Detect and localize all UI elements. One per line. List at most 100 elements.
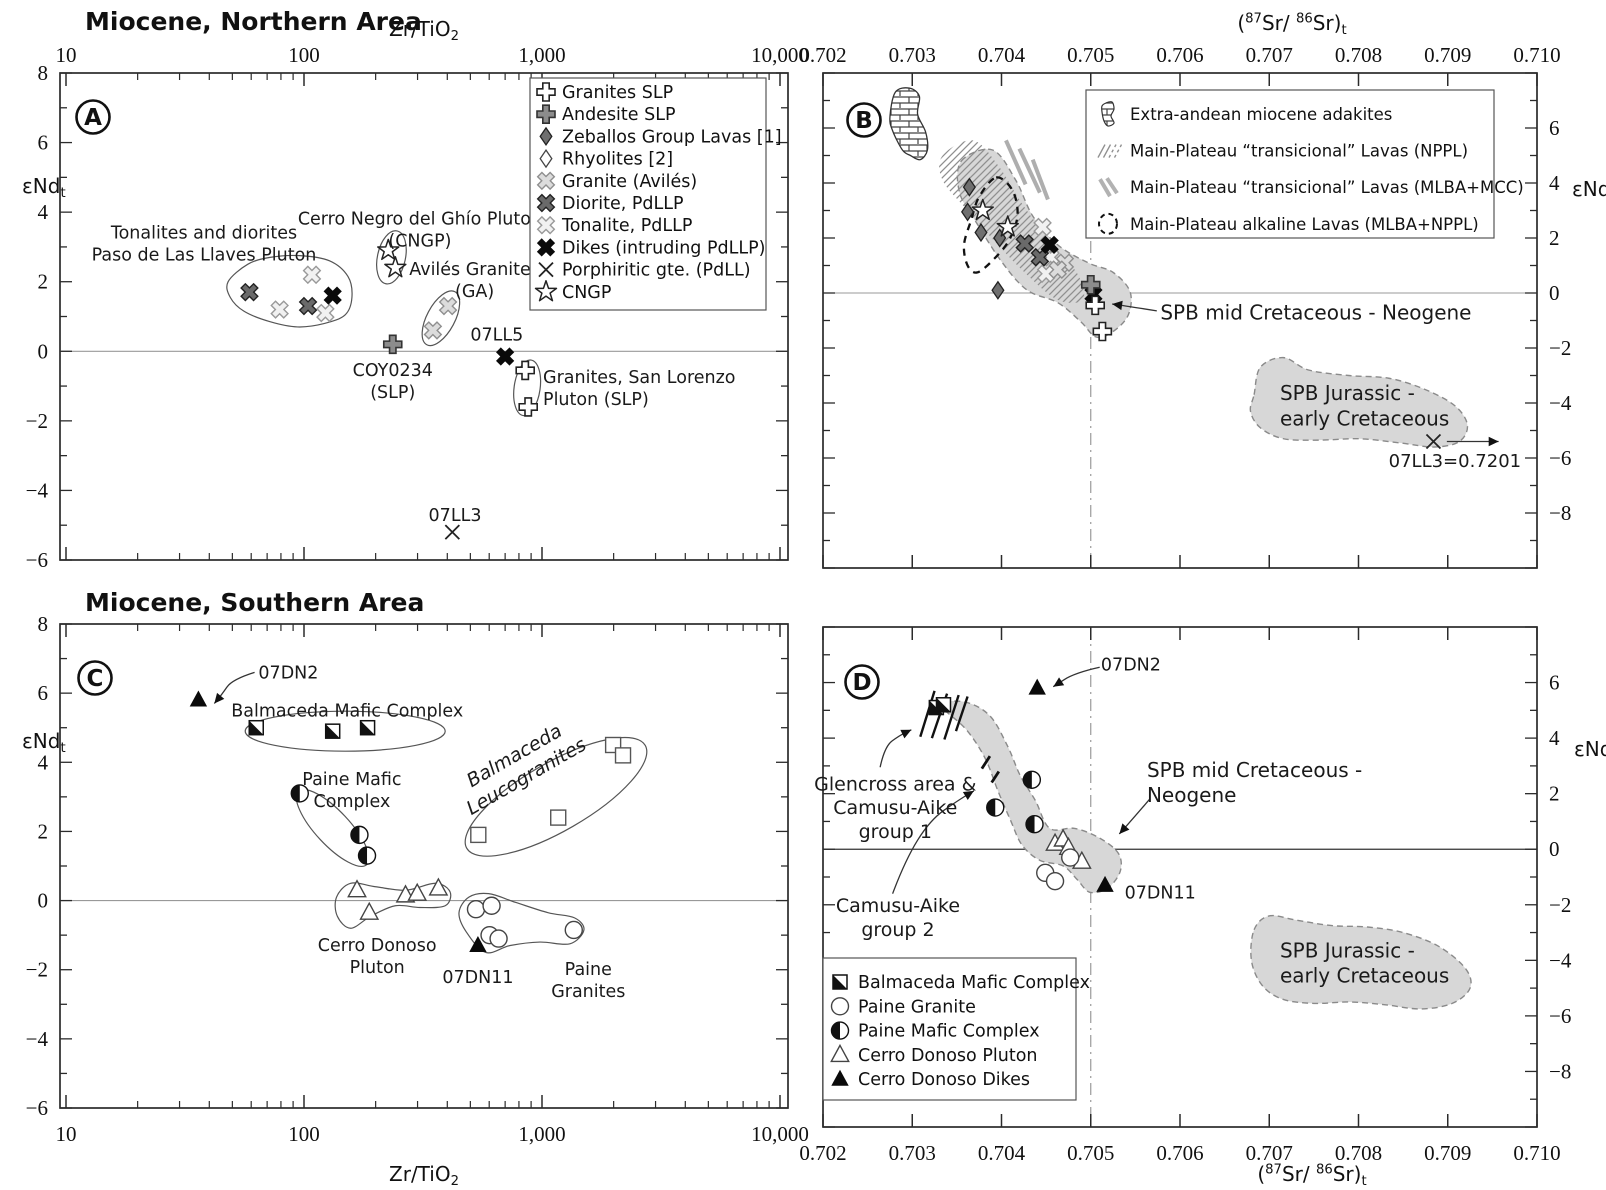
balmaceda-mafic-complex-marker bbox=[249, 720, 264, 735]
series-paine-granite bbox=[466, 896, 583, 948]
x-tick-label: 10,000 bbox=[751, 1122, 809, 1146]
legend-label: Paine Mafic Complex bbox=[858, 1022, 1040, 1042]
mlba-mcc-lines bbox=[1030, 158, 1050, 201]
legend-label: Porphiritic gte. (PdLL) bbox=[562, 261, 751, 281]
x-thin-marker bbox=[538, 261, 554, 278]
legend-label: Zeballos Group Lavas [1] bbox=[562, 127, 782, 147]
legend-item: Zeballos Group Lavas [1] bbox=[539, 126, 782, 147]
y-tick-label: 4 bbox=[1549, 171, 1560, 195]
legend-item: Main-Plateau “transicional” Lavas (MLBA+… bbox=[1098, 177, 1524, 198]
series-zeballos bbox=[960, 177, 1007, 300]
nppl-hatch-icon bbox=[1097, 144, 1106, 158]
series-granite-aviles bbox=[1048, 253, 1075, 279]
x-aviles-marker bbox=[536, 171, 556, 191]
x-tick-label: 0.702 bbox=[799, 1141, 846, 1165]
x-tick-label: 0.706 bbox=[1156, 43, 1203, 67]
series-granites-slp bbox=[1085, 295, 1113, 342]
series-cngp bbox=[377, 238, 407, 278]
panel-badge bbox=[846, 102, 882, 138]
x-tick-label: 0.705 bbox=[1067, 43, 1114, 67]
annotation: 07DN2 bbox=[1101, 656, 1161, 676]
annotation-text: Cerro Donoso bbox=[318, 936, 437, 956]
tonalite-pdllp-marker bbox=[302, 265, 322, 285]
legend-label: Cerro Donoso Dikes bbox=[858, 1070, 1030, 1090]
y-tick-label: 2 bbox=[1549, 226, 1560, 250]
legend-label: Dikes (intruding PdLLP) bbox=[562, 238, 766, 258]
annotation-text: Complex bbox=[314, 792, 391, 812]
y-tick-label: −6 bbox=[26, 1096, 48, 1120]
annotation-text: group 1 bbox=[859, 821, 932, 843]
x-axis-label: (87Sr/ 86Sr)t bbox=[1237, 11, 1346, 38]
annotation-text: 07LL5 bbox=[470, 326, 523, 346]
dikes-pdllp-marker bbox=[496, 347, 515, 366]
paine-mafic-complex-marker bbox=[1026, 815, 1035, 833]
paine-granites-outline bbox=[458, 892, 585, 954]
cerro-donoso-pluton-marker bbox=[347, 879, 367, 898]
zeballos-marker bbox=[974, 222, 988, 243]
panel-badge-letter: B bbox=[855, 108, 873, 134]
x-tick-label: 1,000 bbox=[518, 1122, 565, 1146]
annotation: 07LL5 bbox=[470, 326, 523, 346]
x-axis-label: Zr/TiO2 bbox=[389, 17, 459, 44]
legend-item: Main-Plateau alkaline Lavas (MLBA+NPPL) bbox=[1098, 212, 1479, 235]
series-cngp bbox=[971, 198, 1019, 237]
y-tick-label: 0 bbox=[1549, 281, 1560, 305]
cngp-marker bbox=[996, 215, 1019, 237]
annotation: SPB Jurassic -early Cretaceous bbox=[1280, 381, 1449, 430]
triangle-open-marker bbox=[830, 1043, 850, 1063]
legend-label: Main-Plateau “transicional” Lavas (MLBA+… bbox=[1130, 178, 1524, 197]
annotation: 07LL3 bbox=[429, 506, 482, 526]
tonalite-pdllp-marker bbox=[1033, 217, 1052, 237]
extra-andean-adakites-field bbox=[889, 87, 929, 161]
y-tick-label: −2 bbox=[1549, 336, 1571, 360]
annotation-text: Camusu-Aike bbox=[836, 895, 960, 917]
balmaceda-mafic-complex-marker bbox=[360, 720, 375, 735]
diorite-pdllp-marker bbox=[1015, 234, 1035, 253]
legend-label: Main-Plateau alkaline Lavas (MLBA+NPPL) bbox=[1130, 215, 1479, 234]
annotation-text: SPB mid Cretaceous - Neogene bbox=[1160, 300, 1471, 324]
legend-label: CNGP bbox=[562, 283, 611, 303]
legend-item: Granites SLP bbox=[536, 82, 673, 103]
annotation-text: early Cretaceous bbox=[1280, 406, 1449, 430]
annotation-text: Cerro Negro del Ghío Pluton bbox=[298, 210, 542, 230]
legend-item: Andesite SLP bbox=[536, 104, 676, 125]
annotation-text: COY0234 bbox=[353, 361, 433, 381]
paine-granite-marker bbox=[1045, 871, 1065, 891]
series-cerro-donoso-pluton bbox=[347, 877, 449, 920]
leader-line bbox=[1118, 798, 1151, 835]
y-tick-label: 0 bbox=[38, 889, 49, 913]
y-tick-label: 2 bbox=[38, 819, 49, 843]
granites-slp-marker bbox=[518, 397, 538, 417]
annotation: SPB Jurassic -early Cretaceous bbox=[1280, 939, 1449, 988]
annotation: 07DN2 bbox=[258, 664, 318, 684]
legend-item: Paine Mafic Complex bbox=[830, 1021, 1040, 1042]
porphyritic-gte-marker bbox=[444, 524, 460, 540]
y-tick-label: −4 bbox=[1549, 391, 1572, 415]
balmaceda-leucogranites-marker bbox=[550, 809, 567, 826]
legend-item: Rhyolites [2] bbox=[539, 148, 673, 170]
panel-badge-letter: A bbox=[84, 105, 102, 131]
x-tick-label: 0.702 bbox=[799, 43, 846, 67]
panel-badge bbox=[77, 660, 113, 696]
x-tick-label: 1,000 bbox=[518, 43, 565, 67]
series-balmaceda-mafic-complex bbox=[928, 697, 952, 716]
cerro-donoso-pluton-marker bbox=[428, 877, 449, 896]
legend-box bbox=[822, 957, 1077, 1101]
glencross-camusu-aike-1-lines bbox=[943, 694, 960, 740]
series-paine-mafic-complex bbox=[986, 770, 1044, 834]
x-tick-label: 100 bbox=[288, 1122, 320, 1146]
alkaline-dash-icon bbox=[1098, 212, 1118, 235]
series-tonalite-pdllp bbox=[270, 265, 335, 323]
series-porphyritic-gte bbox=[1425, 433, 1442, 450]
x-tick-label: 10,000 bbox=[751, 43, 809, 67]
tonalite-pdllp-marker bbox=[270, 300, 289, 319]
diamond-open-marker bbox=[539, 148, 553, 169]
axis-ticks: 10 100 1,000 10,000 8 6 4 2 0 −2 −4 −6 bbox=[26, 43, 809, 572]
cross-open-marker bbox=[536, 82, 556, 102]
panel-badge bbox=[75, 99, 111, 135]
